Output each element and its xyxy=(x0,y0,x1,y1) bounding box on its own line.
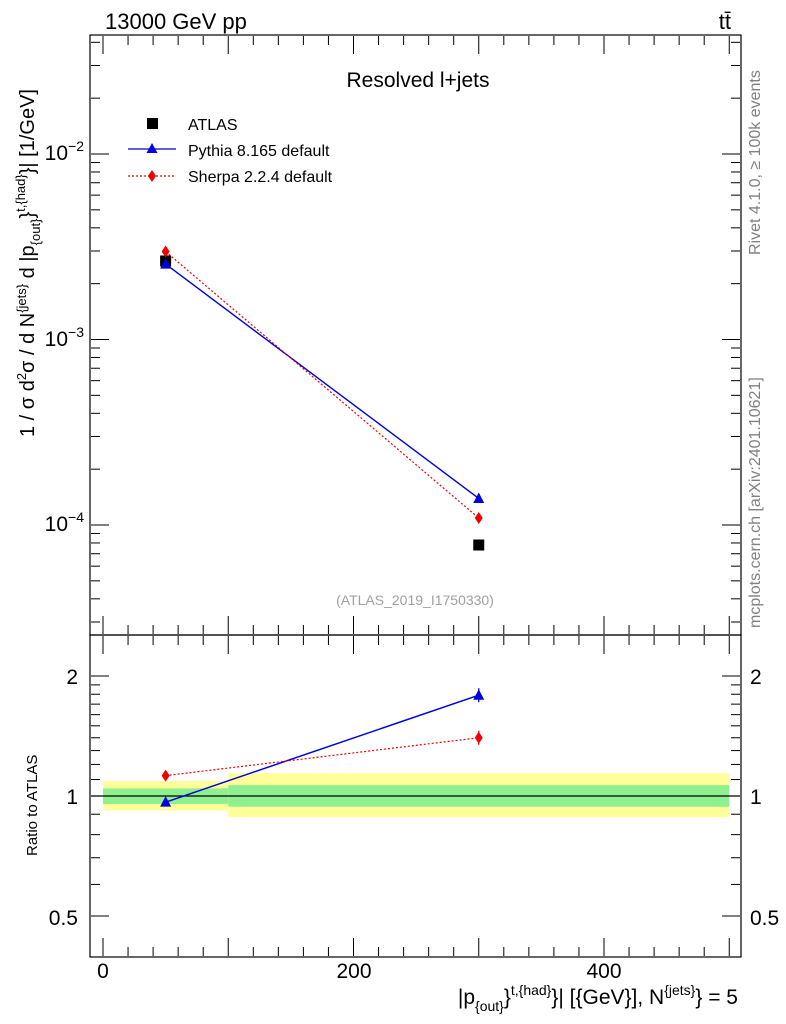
ratio-plot-frame xyxy=(89,634,742,958)
main-line-sherpa xyxy=(165,251,480,519)
y-tick-label-1e-3: 10−3 xyxy=(45,324,85,351)
ratio-tick-label-1-left: 1 xyxy=(66,786,78,809)
ratio-line-pythia xyxy=(165,694,479,803)
legend-sherpa-label: Sherpa 2.2.4 default xyxy=(188,169,333,186)
ratio-tick-label-05-right: 0.5 xyxy=(750,907,779,930)
main-point-atlas-300 xyxy=(473,539,485,551)
legend-sherpa-marker xyxy=(148,170,156,182)
process-label: tt̄ xyxy=(719,9,731,34)
x-tick-label-400: 400 xyxy=(586,960,621,983)
ratio-point-pythia-50 xyxy=(160,796,172,807)
mcplots-label: mcplots.cern.ch [arXiv:2401.10621] xyxy=(747,377,764,628)
main-point-pythia-300 xyxy=(473,492,485,503)
main-line-pythia xyxy=(165,263,480,500)
main-point-sherpa-50 xyxy=(161,245,170,258)
analysis-watermark: (ATLAS_2019_I1750330) xyxy=(336,592,494,608)
y-tick-label-1e-4: 10−4 xyxy=(45,509,85,536)
legend-item-pythia: Pythia 8.165 default xyxy=(128,143,330,160)
legend-item-atlas: ATLAS xyxy=(147,117,238,134)
plot-title: Resolved l+jets xyxy=(347,69,490,92)
main-plot: Resolved l+jets (ATLAS_2019_I1750330) AT… xyxy=(13,34,742,636)
y-tick-label-1e-2: 10−2 xyxy=(45,138,85,165)
legend-pythia-label: Pythia 8.165 default xyxy=(188,143,330,160)
ratio-point-sherpa-300 xyxy=(474,731,483,744)
main-point-sherpa-300 xyxy=(474,512,483,525)
legend: ATLAS Pythia 8.165 default Sherpa 2.2.4 … xyxy=(128,117,333,186)
main-y-axis-label: 1 / σ d2σ / d N{jets} d |p{out}}t,{had}}… xyxy=(13,89,43,437)
legend-atlas-label: ATLAS xyxy=(188,117,238,134)
ratio-line-sherpa xyxy=(165,737,479,777)
ratio-y-axis-label: Ratio to ATLAS xyxy=(24,755,41,856)
ratio-tick-label-1-right: 1 xyxy=(750,786,762,809)
ratio-tick-label-2-left: 2 xyxy=(66,666,78,689)
legend-atlas-marker xyxy=(147,118,158,129)
legend-pythia-marker xyxy=(146,143,158,153)
ratio-point-sherpa-50 xyxy=(161,769,170,782)
energy-label: 13000 GeV pp xyxy=(105,9,247,34)
x-tick-label-200: 200 xyxy=(336,960,371,983)
rivet-label: Rivet 4.1.0, ≥ 100k events xyxy=(747,70,764,255)
ratio-plot: 2 1 0.5 2 1 0.5 Ratio to ATLAS xyxy=(24,634,779,958)
ratio-tick-label-05-left: 0.5 xyxy=(49,907,78,930)
legend-item-sherpa: Sherpa 2.2.4 default xyxy=(128,169,333,186)
x-tick-label-0: 0 xyxy=(97,960,109,983)
ratio-tick-label-2-right: 2 xyxy=(750,666,762,689)
x-axis-label: |p{out}}t,{had}}| [{GeV}], N{jets}} = 5 xyxy=(458,982,738,1014)
main-point-pythia-50 xyxy=(160,258,172,269)
ratio-point-pythia-300 xyxy=(473,689,485,700)
